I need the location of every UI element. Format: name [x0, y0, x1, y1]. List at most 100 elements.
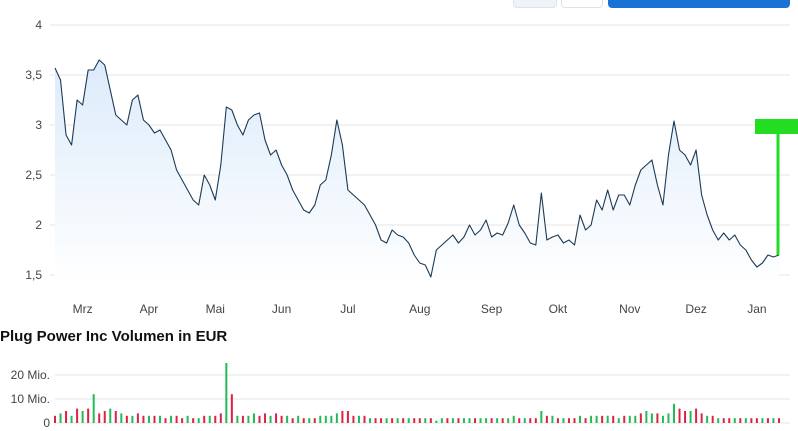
price-x-tick-label: Nov [619, 302, 640, 316]
volume-y-tick-label: 10 Mio. [11, 392, 50, 406]
volume-bar [308, 418, 311, 423]
volume-bar [341, 411, 344, 423]
volume-bar [302, 418, 305, 423]
volume-bar [324, 415, 327, 423]
volume-bar [512, 415, 515, 423]
volume-bar [650, 413, 653, 423]
price-x-axis: MrzAprMaiJunJulAugSepOktNovDezJanFeb [73, 302, 767, 316]
volume-bar [529, 418, 532, 423]
volume-bar [136, 413, 139, 423]
range-button-1[interactable] [513, 0, 557, 8]
volume-bar [468, 418, 471, 423]
range-button-2[interactable] [561, 0, 603, 8]
price-y-tick-label: 4 [35, 18, 42, 32]
volume-bar [114, 411, 117, 423]
price-chart: 4 3,5 3 2,5 2 1,5 Mrz Apr Mai Jun Jul Aug Sep Okt Nov… [25, 18, 798, 316]
volume-bar [485, 418, 488, 423]
price-x-tick-label: Mai [206, 302, 225, 316]
volume-bar [667, 413, 670, 423]
volume-y-tick-label: 20 Mio. [11, 368, 50, 382]
volume-bar [192, 418, 195, 423]
volume-bar [722, 418, 725, 423]
volume-bar [92, 394, 95, 423]
volume-bar [413, 418, 416, 423]
volume-bar [125, 415, 128, 423]
volume-bar [363, 415, 366, 423]
volume-bar [142, 415, 145, 423]
volume-bar [695, 408, 698, 423]
volume-bar [214, 415, 217, 423]
volume-bar [711, 415, 714, 423]
volume-bar [717, 418, 720, 423]
volume-bar [446, 418, 449, 423]
volume-bar [556, 418, 559, 423]
volume-bar [159, 415, 162, 423]
volume-bar [181, 418, 184, 423]
volume-bar [451, 418, 454, 423]
volume-bar [87, 408, 90, 423]
volume-bar [567, 418, 570, 423]
action-button[interactable] [608, 0, 790, 8]
volume-bar [501, 418, 504, 423]
volume-bar [275, 413, 278, 423]
volume-bar [241, 415, 244, 423]
volume-bar [247, 415, 250, 423]
volume-bar [264, 413, 267, 423]
volume-bar [601, 415, 604, 423]
volume-bar [678, 408, 681, 423]
volume-bar [523, 418, 526, 423]
volume-bar [534, 418, 537, 423]
price-x-tick-label: Sep [481, 302, 503, 316]
volume-bar [584, 418, 587, 423]
volume-bar [407, 418, 410, 423]
volume-title: Plug Power Inc Volumen in EUR [0, 328, 228, 345]
volume-bar [252, 413, 255, 423]
price-x-tick-label: Dez [685, 302, 706, 316]
price-line [54, 59, 780, 278]
volume-bar [761, 418, 764, 423]
volume-bar [131, 415, 134, 423]
volume-bar [385, 418, 388, 423]
volume-y-axis: 20 Mio. 10 Mio. 0 [11, 368, 51, 430]
volume-bar [579, 415, 582, 423]
volume-bar [369, 418, 372, 423]
volume-bar [391, 418, 394, 423]
volume-bar [540, 411, 543, 423]
volume-bar [236, 415, 239, 423]
volume-bar [120, 413, 123, 423]
volume-bar [518, 418, 521, 423]
volume-bar [755, 418, 758, 423]
volume-bar [230, 394, 233, 423]
price-x-tick-label: Okt [549, 302, 568, 316]
volume-bar [606, 415, 609, 423]
volume-bar [728, 418, 731, 423]
volume-bar [744, 418, 747, 423]
volume-bar [197, 418, 200, 423]
volume-bar [634, 415, 637, 423]
volume-bar [551, 415, 554, 423]
volume-bar [219, 413, 222, 423]
price-y-tick-label: 2 [35, 218, 42, 232]
price-y-tick-label: 3 [35, 118, 42, 132]
volume-bar [545, 415, 548, 423]
volume-bar [109, 408, 112, 423]
volume-bar [81, 411, 84, 423]
volume-bar [424, 418, 427, 423]
volume-bar [479, 418, 482, 423]
price-y-tick-label: 1,5 [25, 268, 42, 282]
volume-bar [65, 411, 68, 423]
volume-bar [335, 413, 338, 423]
volume-bar [645, 411, 648, 423]
marker-box [755, 119, 798, 134]
volume-bar [573, 418, 576, 423]
volume-bar [590, 415, 593, 423]
price-y-tick-label: 2,5 [25, 168, 42, 182]
volume-bar [291, 418, 294, 423]
volume-chart: 20 Mio. 10 Mio. 0 [11, 363, 790, 430]
volume-bar [656, 413, 659, 423]
volume-bar [772, 418, 775, 423]
volume-bar [186, 415, 189, 423]
volume-bar [54, 415, 56, 423]
price-area [55, 60, 779, 285]
volume-bar [59, 413, 62, 423]
